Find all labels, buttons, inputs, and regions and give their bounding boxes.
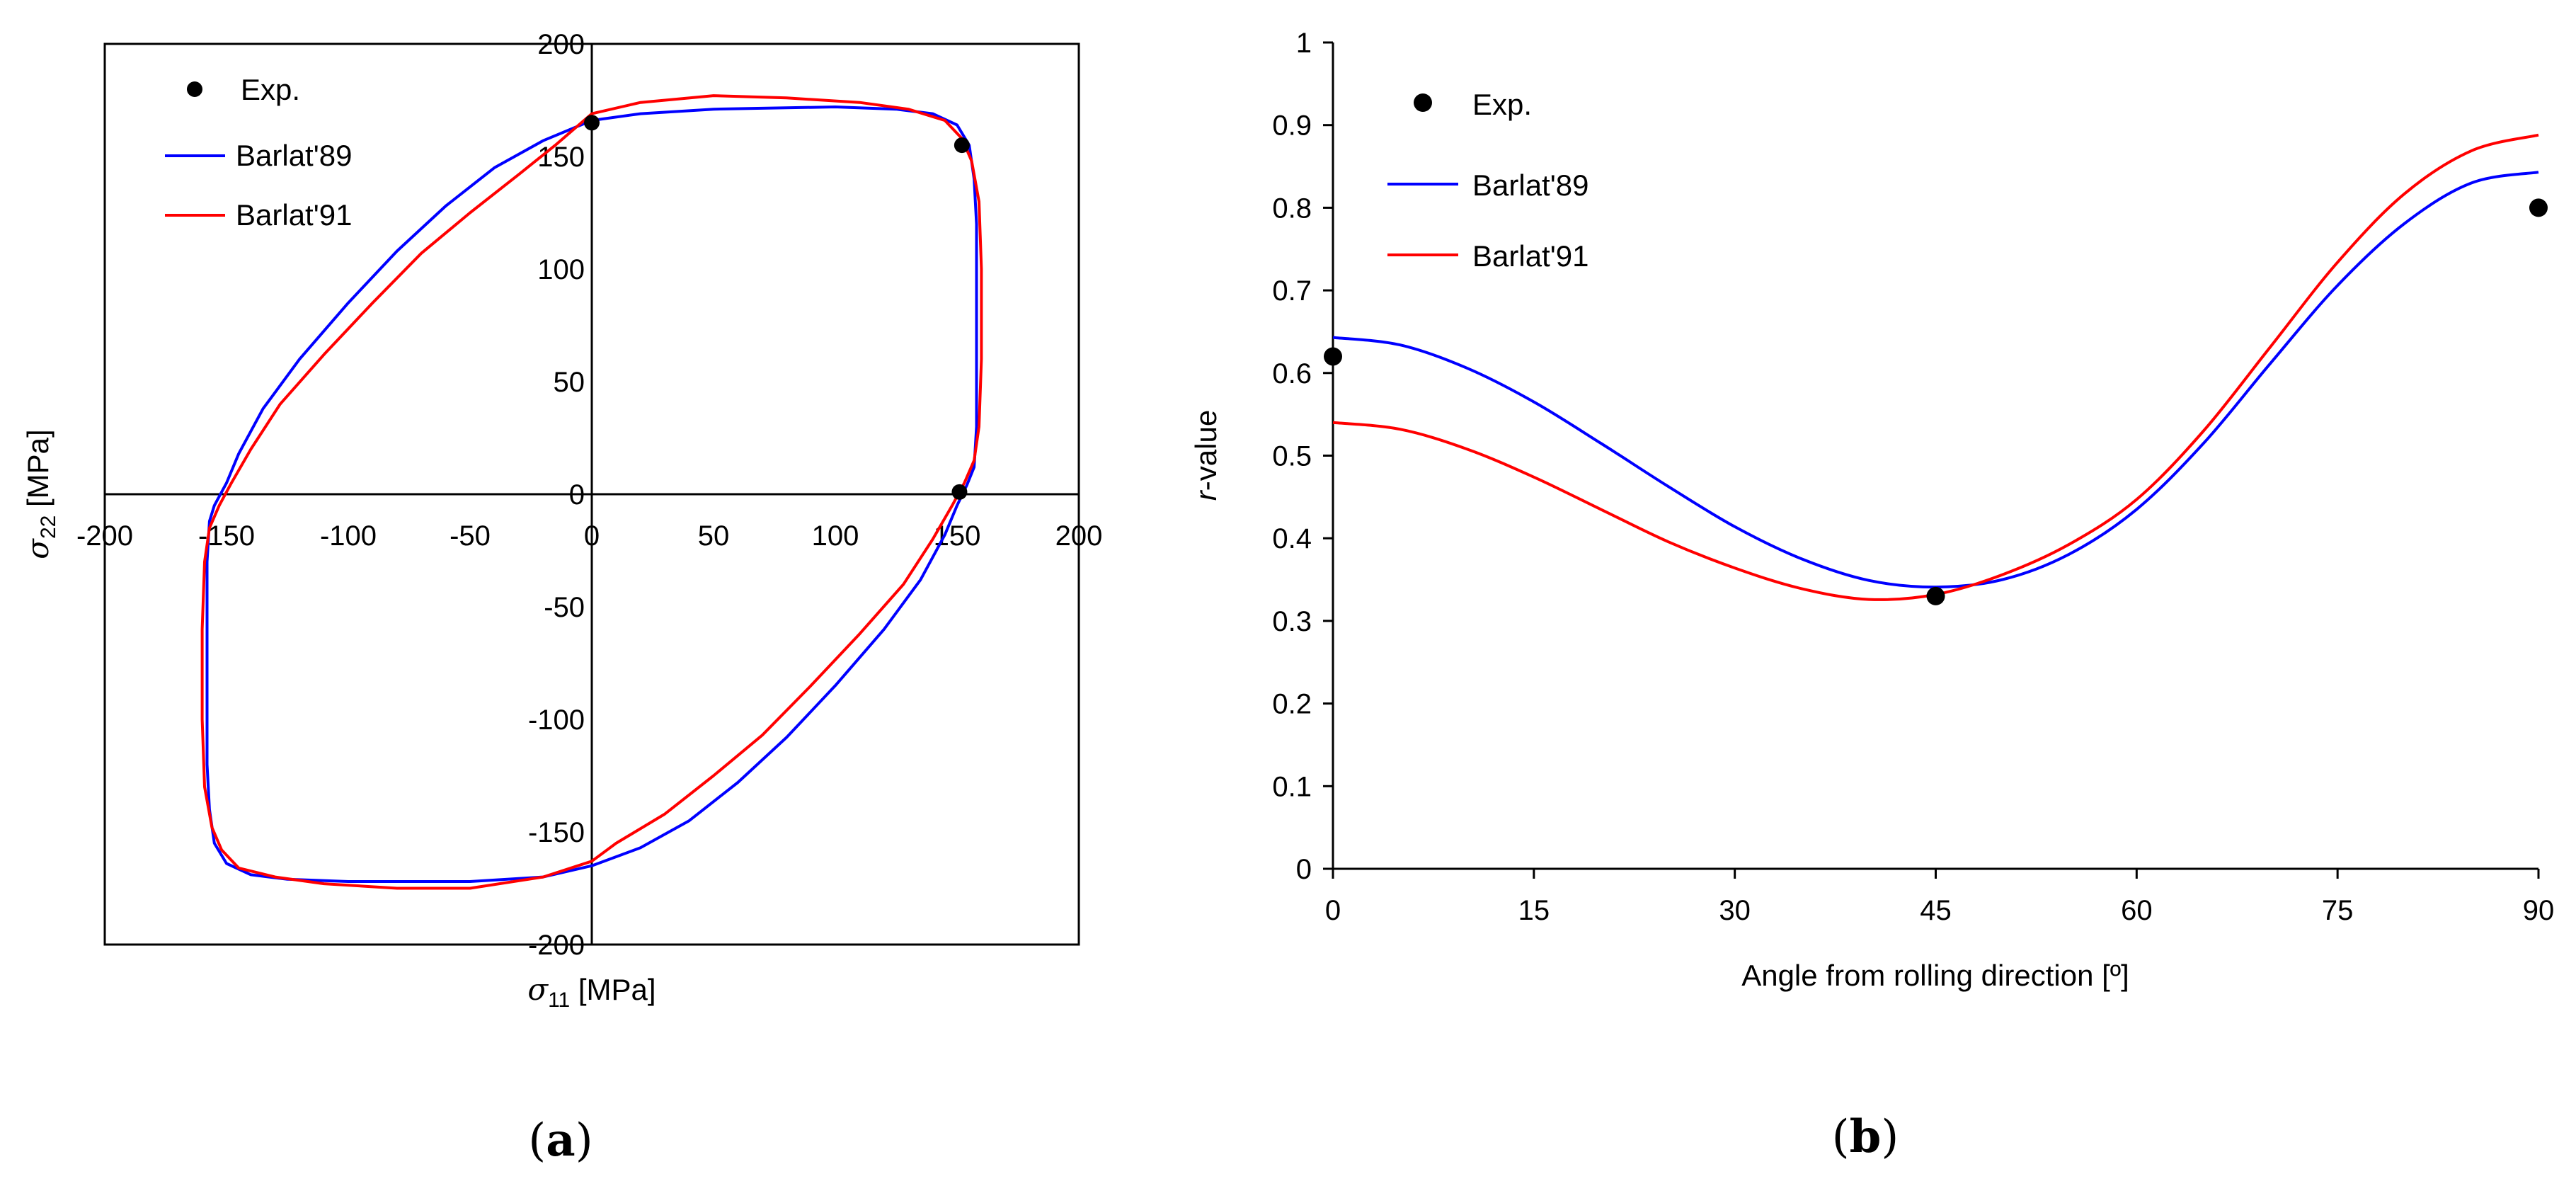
panel-b-exp-point <box>1926 586 1945 605</box>
panel-a-x-axis-unit: [MPa] <box>570 973 656 1006</box>
panel-a-caption-letter: a <box>546 1114 575 1167</box>
panel-b-exp-point <box>2529 198 2548 217</box>
panel-b-legend-barlat91-label: Barlat'91 <box>1472 239 1588 273</box>
panel-a-legend: Exp. Barlat'89 Barlat'91 <box>165 73 352 232</box>
panel-a-legend-barlat91-label: Barlat'91 <box>236 198 352 232</box>
panel-a-x-axis-subscript: 11 <box>548 988 570 1012</box>
panel-a-caption: (a) <box>528 1114 593 1167</box>
panel-b-y-tick-label: 0.7 <box>1272 275 1312 307</box>
panel-a-y-tick-label: 150 <box>537 142 585 173</box>
panel-a-yield-locus: -200 -150 -100 -50 0 50 100 150 200 -200 -150 -100… <box>21 29 1102 1167</box>
panel-a-y-tick-label: -50 <box>544 592 585 623</box>
panel-a-y-tick-label: 50 <box>554 367 585 398</box>
panel-a-y-axis-subscript: 22 <box>37 515 60 539</box>
panel-b-y-tick-label: 0.6 <box>1272 358 1312 389</box>
panel-b-y-tick-label: 0.5 <box>1272 441 1312 472</box>
panel-a-y-axis-label: σ22 [MPa] <box>21 429 60 559</box>
panel-a-series-barlat-91 <box>200 94 983 890</box>
panel-a-x-axis-symbol: σ <box>527 972 549 1007</box>
panel-a-x-tick-label: -100 <box>320 520 377 552</box>
panel-b-y-tick-label: 0.2 <box>1272 689 1312 720</box>
panel-a-y-tick-label: -150 <box>528 817 585 848</box>
panel-b-r-value: 0 15 30 45 60 75 90 00.10.20.30.40.50.60.70.80… <box>1189 28 2554 1163</box>
panel-b-x-tick-label: 30 <box>1719 895 1751 926</box>
panel-b-exp-point <box>1324 347 1342 366</box>
panel-b-series-barlat-89 <box>1332 171 2539 589</box>
panel-a-x-tick-label: -200 <box>76 520 133 552</box>
panel-a-x-tick-label: 0 <box>584 520 600 552</box>
panel-b-x-axis-label: Angle from rolling direction [º] <box>1741 959 2129 992</box>
panel-a-x-tick-label: 100 <box>812 520 859 552</box>
panel-a-legend-barlat89-label: Barlat'89 <box>236 139 352 172</box>
panel-a-y-tick-label: -100 <box>528 705 585 736</box>
panel-a-x-tick-label: 200 <box>1055 520 1103 552</box>
panel-b-y-axis-label-r: r <box>1189 489 1223 501</box>
panel-a-x-axis-label: σ11 [MPa] <box>527 972 656 1012</box>
panel-b-legend-barlat89-label: Barlat'89 <box>1472 169 1588 202</box>
panel-a-series-lines <box>200 94 983 890</box>
panel-b-y-tick-label: 0.1 <box>1272 771 1312 802</box>
panel-b-y-tick-label: 1 <box>1296 28 1312 59</box>
panel-a-x-tick-label: -50 <box>450 520 491 552</box>
panel-a-legend-exp-label: Exp. <box>241 73 300 106</box>
panel-b-x-ticks: 0 15 30 45 60 75 90 <box>1325 869 2554 926</box>
panel-a-legend-exp-marker <box>187 81 202 97</box>
panel-a-exp-point <box>584 115 600 131</box>
panel-a-x-tick-label: 50 <box>698 520 730 552</box>
panel-b-series-barlat-91 <box>1332 133 2539 601</box>
panel-b-x-tick-label: 60 <box>2121 895 2153 926</box>
panel-b-x-tick-label: 75 <box>2322 895 2354 926</box>
panel-b-series-lines <box>1332 133 2539 601</box>
panel-b-x-tick-label: 90 <box>2523 895 2555 926</box>
panel-a-y-tick-labels: -200 -150 -100 -50 0 50 100 150 200 <box>528 29 585 961</box>
panel-b-y-tick-label: 0.4 <box>1272 523 1312 554</box>
panel-b-y-tick-label: 0.3 <box>1272 606 1312 637</box>
panel-b-y-tick-label: 0 <box>1296 854 1312 885</box>
panel-b-legend: Exp. Barlat'89 Barlat'91 <box>1387 88 1588 273</box>
panel-b-x-tick-label: 15 <box>1518 895 1550 926</box>
panel-b-caption-letter: b <box>1850 1110 1882 1163</box>
panel-a-y-tick-label: 100 <box>537 254 585 285</box>
panel-b-y-ticks: 0 0.1 0.2 0.3 0.4 0.5 0.6 0.7 0.8 0.9 1 <box>1272 28 1333 885</box>
panel-a-y-tick-label: 200 <box>537 29 585 60</box>
panel-b-exp-points <box>1324 198 2548 605</box>
panel-b-x-tick-label: 0 <box>1325 895 1341 926</box>
panel-b-legend-exp-marker <box>1414 93 1432 112</box>
panel-a-x-tick-labels: -200 -150 -100 -50 0 50 100 150 200 <box>76 520 1102 552</box>
panel-a-y-tick-label: -200 <box>528 930 585 961</box>
panel-a-exp-point <box>951 484 968 500</box>
panel-a-exp-points <box>584 115 970 500</box>
panel-b-y-axis-label-rest: -value <box>1189 410 1223 491</box>
panel-b-legend-exp-label: Exp. <box>1472 88 1532 121</box>
panel-b-y-tick-label: 0.9 <box>1272 110 1312 142</box>
panel-b-x-tick-label: 45 <box>1920 895 1952 926</box>
panel-b-y-tick-label: 0.8 <box>1272 193 1312 224</box>
panel-a-exp-point <box>954 137 970 154</box>
panel-b-y-axis-label: r-value <box>1189 410 1223 501</box>
panel-a-y-tick-label: 0 <box>569 479 585 511</box>
panel-a-y-axis-symbol: σ <box>21 538 55 559</box>
panel-a-y-axis-unit: [MPa] <box>21 429 55 515</box>
panel-b-caption: (b) <box>1832 1110 1899 1163</box>
